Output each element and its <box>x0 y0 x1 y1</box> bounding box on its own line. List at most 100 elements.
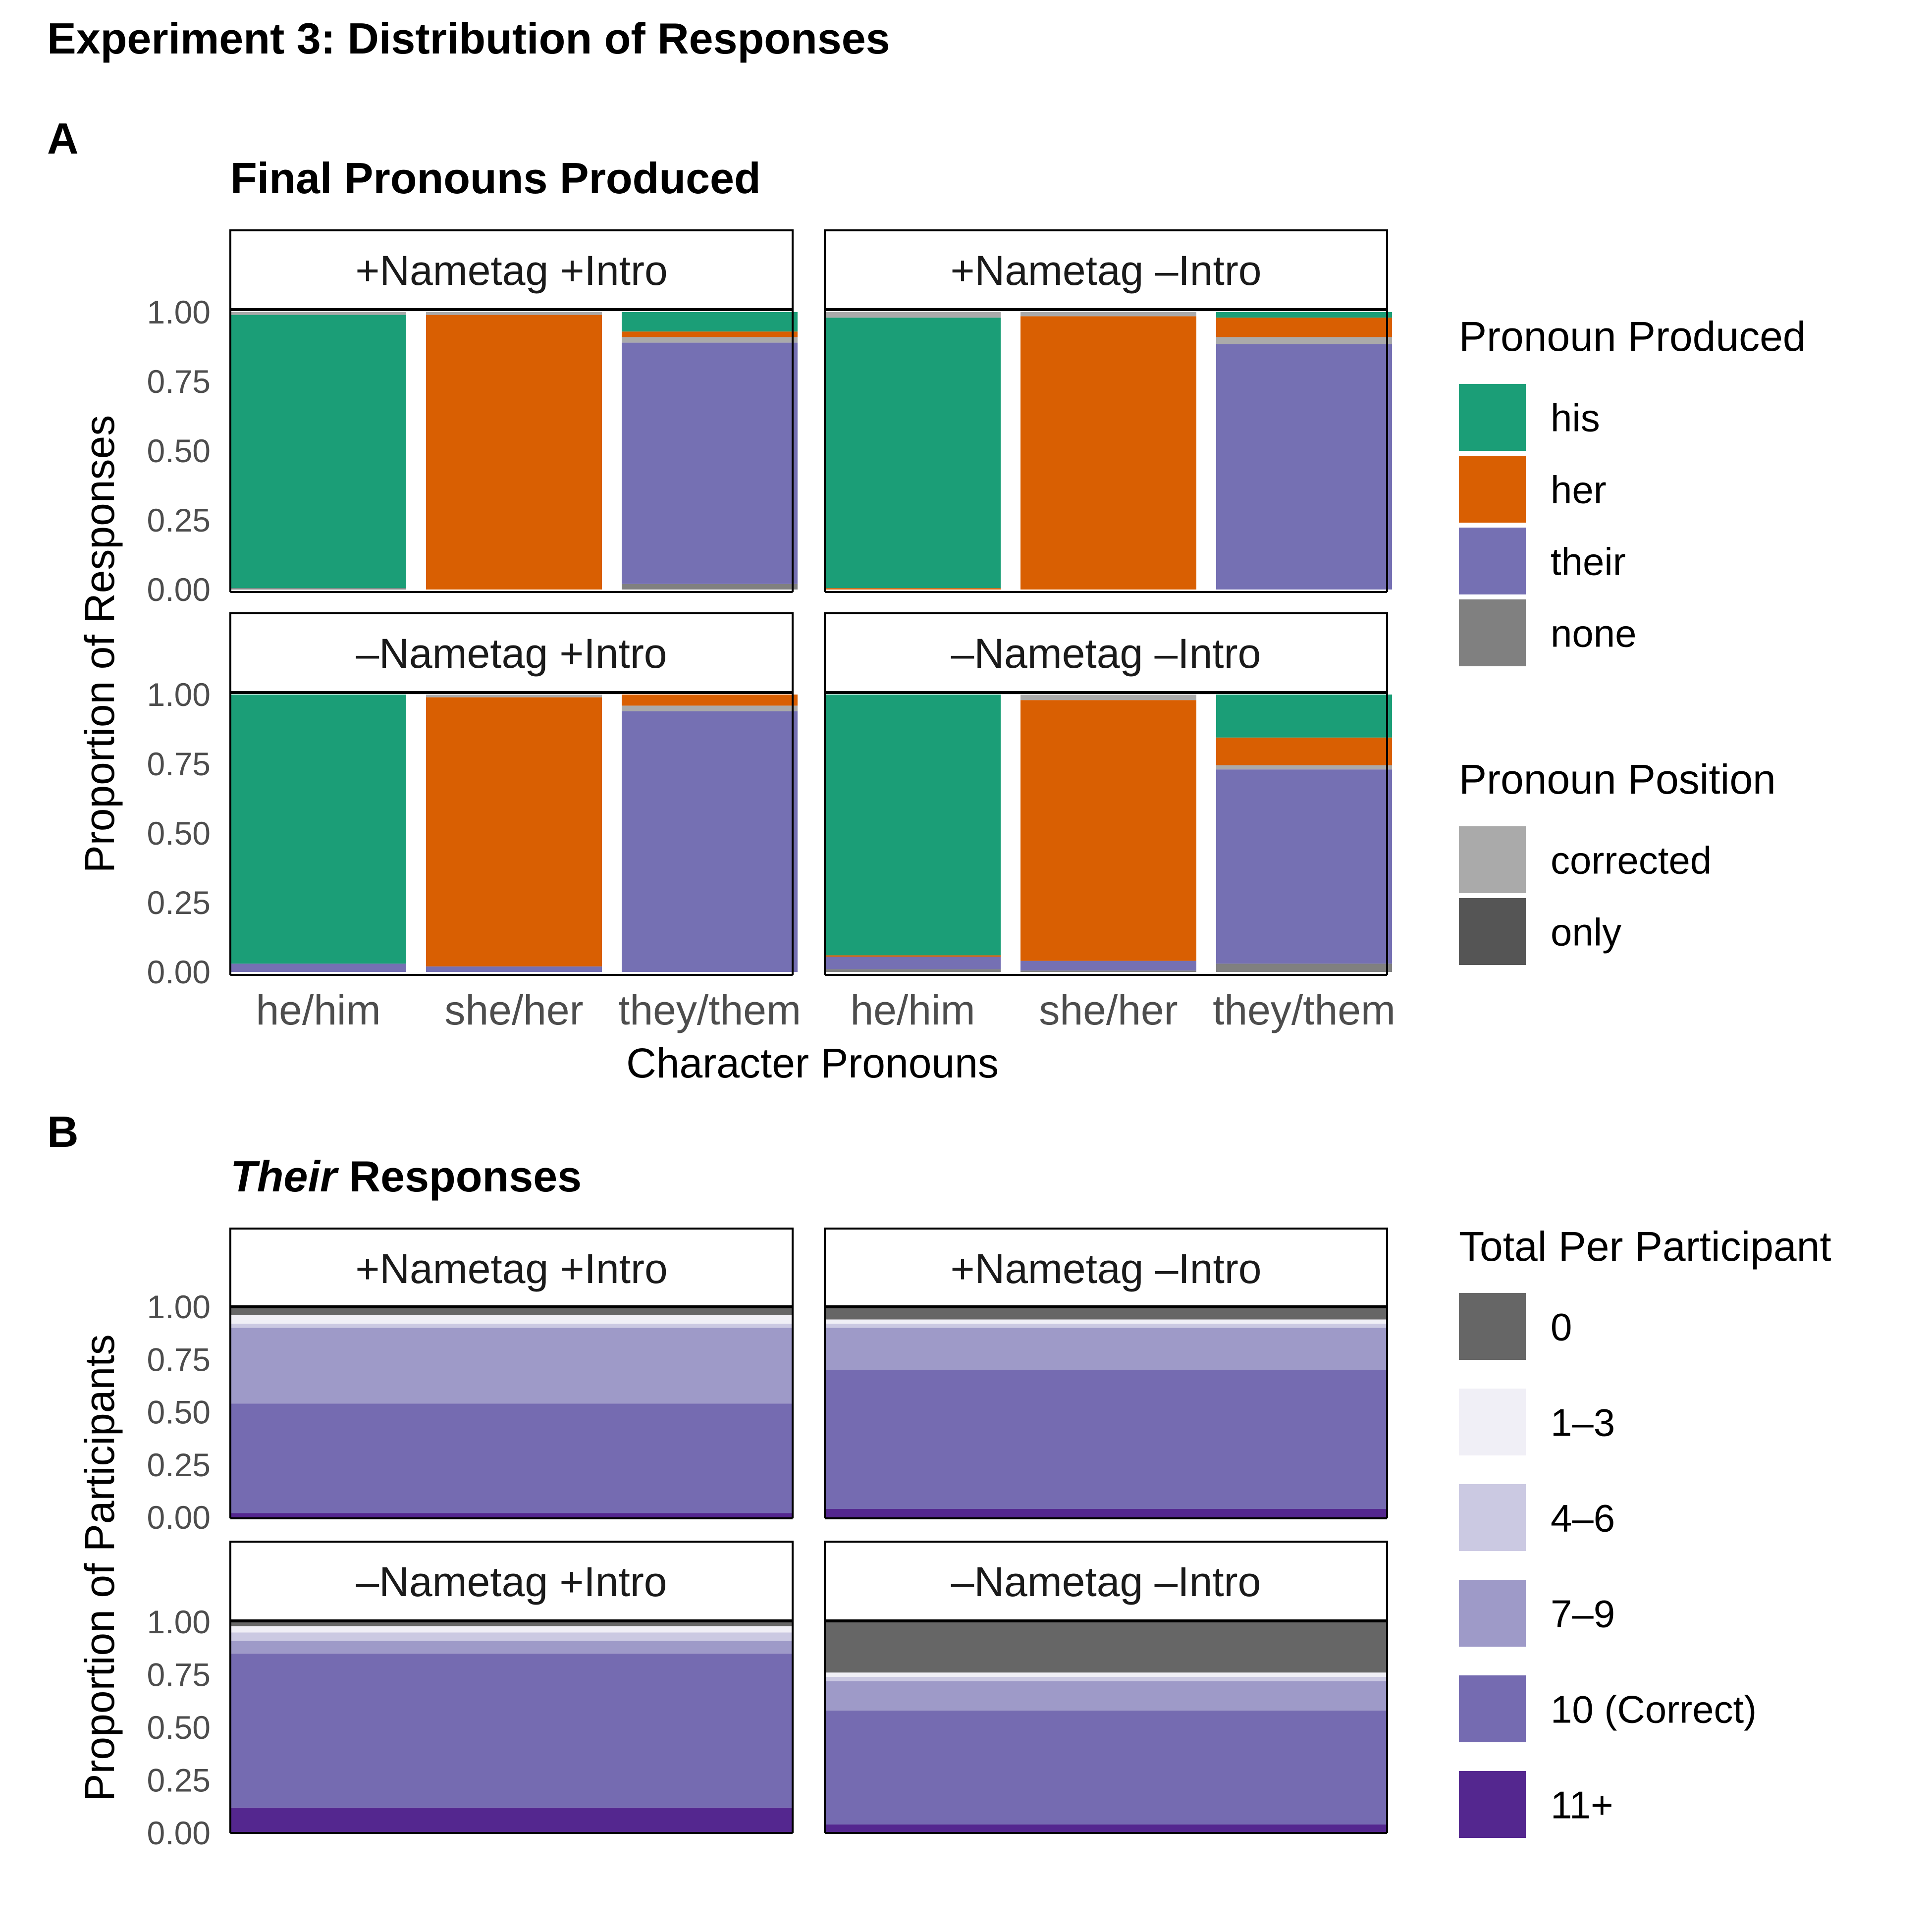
legend-pronoun-produced-title: Pronoun Produced <box>1459 313 1806 360</box>
legend-swatch-0 <box>1459 1293 1526 1360</box>
bar-segment-she-her-their-only <box>426 966 602 972</box>
bar-segment-they-them-his-only <box>622 312 798 332</box>
panel-b-facet-nametag-intro: +Nametag –Intro <box>824 1228 1388 1519</box>
y-tick-label: 0.50 <box>147 432 211 469</box>
bar-segment-11 <box>825 1509 1387 1517</box>
bar-segment-he-him-his-only <box>230 315 406 589</box>
bar-segment-they-them-none-only <box>1216 964 1392 972</box>
figure-title: Experiment 3: Distribution of Responses <box>47 14 890 63</box>
y-tick-label: 0.50 <box>147 1394 211 1431</box>
panel-a-facet-nametag-intro: –Nametag +Intro 0.00 0.25 0.50 0.75 1.00 he/hi… <box>147 612 801 1033</box>
bar-segment-he-him-his-only <box>230 695 406 964</box>
facet-strip <box>824 1228 1388 1308</box>
bar-segment-1-3 <box>230 1315 793 1324</box>
bar-segment-1-3 <box>825 1672 1387 1677</box>
bar-segment-1-3 <box>825 1319 1387 1324</box>
bar-segment-she-her-her-only <box>426 697 602 966</box>
bar-segment-they-them-his-only <box>1216 695 1392 738</box>
legend-label-their: their <box>1551 540 1626 584</box>
bar-segment-they-them-her-only <box>1216 737 1392 765</box>
y-tick-label: 0.25 <box>147 1762 211 1799</box>
legend-label-her: her <box>1551 468 1607 512</box>
legend-swatch-1-3 <box>1459 1389 1526 1455</box>
legend-swatch-corrected <box>1459 826 1526 893</box>
legend-label-1-3: 1–3 <box>1551 1401 1615 1445</box>
y-tick-label: 0.00 <box>147 1815 211 1851</box>
y-tick-label: 1.00 <box>147 1604 211 1640</box>
bar-segment-0 <box>825 1622 1387 1673</box>
bar-segment-1-3 <box>230 1626 793 1633</box>
facet-strip <box>229 229 794 311</box>
bar-segment-they-them-their-only <box>1216 769 1392 964</box>
bar-segment-she-her-her-corrected <box>1020 312 1196 317</box>
y-tick-label: 0.00 <box>147 571 211 608</box>
x-tick-label-he-him: he/him <box>256 987 380 1033</box>
bar-segment-they-them-their-corrected <box>1216 765 1392 770</box>
y-tick-label: 1.00 <box>147 676 211 713</box>
legend-swatch-his <box>1459 384 1526 451</box>
bar-segment-11 <box>230 1513 793 1517</box>
bar-segment-she-her-her-only <box>1020 316 1196 590</box>
panel-b-y-axis-title: Proportion of Participants <box>76 1334 123 1801</box>
bar-segment-0 <box>230 1622 793 1626</box>
bar-segment-7-9 <box>230 1641 793 1654</box>
bar-segment-he-him-their-only <box>825 957 1001 969</box>
bar-segment-4-6 <box>825 1676 1387 1681</box>
legend-swatch-11 <box>1459 1771 1526 1838</box>
bar-segment-they-them-their-only <box>1216 344 1392 590</box>
bar-segment-he-him-none-only <box>230 588 406 590</box>
bar-segment-7-9 <box>825 1681 1387 1711</box>
facet-strip-label: –Nametag +Intro <box>356 1558 667 1605</box>
bar-segment-4-6 <box>230 1632 793 1641</box>
x-tick-label-they-them: they/them <box>618 987 801 1033</box>
bar-segment-0 <box>825 1307 1387 1320</box>
facet-strip-label: +Nametag –Intro <box>950 247 1261 294</box>
bar-segment-7-9 <box>825 1328 1387 1370</box>
y-tick-label: 0.25 <box>147 1447 211 1483</box>
legend-total-per-participant: Total Per Participant 0 1–3 4–6 7–9 10 (Corre… <box>1459 1223 1831 1838</box>
facet-strip <box>229 612 794 694</box>
bar-segment-he-him-his-corrected <box>230 312 406 315</box>
facet-strip-label: +Nametag –Intro <box>950 1245 1261 1292</box>
legend-label-only: only <box>1551 911 1621 954</box>
facet-strip-label: +Nametag +Intro <box>355 1245 667 1292</box>
bar-segment-4-6 <box>230 1324 793 1328</box>
panel-a-facet-nametag-intro: –Nametag –Intro he/him she/her they/them <box>824 612 1395 1033</box>
bar-segment-0 <box>230 1307 793 1315</box>
y-tick-label: 0.75 <box>147 746 211 782</box>
bar-segment-11 <box>825 1824 1387 1833</box>
facet-strip-label: +Nametag +Intro <box>355 247 667 294</box>
panel-b-facet-nametag-intro: –Nametag +Intro 0.00 0.25 0.50 0.75 1.00 <box>147 1541 794 1851</box>
facet-strip <box>229 1228 794 1308</box>
bar-segment-she-her-her-corrected <box>1020 695 1196 700</box>
bar-segment-they-them-their-only <box>622 342 798 584</box>
panel-a-chart: +Nametag +Intro 0.00 0.25 0.50 0.75 1.00 +Name… <box>76 229 1395 1086</box>
facet-strip-label: –Nametag +Intro <box>356 630 667 677</box>
bar-segment-she-her-her-corrected <box>426 312 602 315</box>
legend-label-his: his <box>1551 396 1600 440</box>
y-tick-label: 0.75 <box>147 1341 211 1378</box>
legend-total-per-participant-title: Total Per Participant <box>1459 1223 1831 1270</box>
bar-segment-they-them-her-only <box>1216 318 1392 337</box>
panel-b-title-italic: Their <box>230 1152 339 1201</box>
legend-swatch-10-correct <box>1459 1675 1526 1742</box>
bar-segment-she-her-none-only <box>1020 970 1196 972</box>
legend-swatch-none <box>1459 599 1526 666</box>
legend-label-corrected: corrected <box>1551 839 1712 882</box>
legend-label-7-9: 7–9 <box>1551 1592 1615 1636</box>
y-tick-label: 0.25 <box>147 884 211 921</box>
bar-segment-she-her-their-only <box>1020 961 1196 971</box>
panel-a-y-axis-title: Proportion of Responses <box>76 415 123 873</box>
bar-segment-they-them-their-corrected <box>622 705 798 711</box>
y-tick-label: 0.50 <box>147 1709 211 1746</box>
bar-segment-they-them-their-corrected <box>1216 337 1392 344</box>
legend-label-11: 11+ <box>1551 1783 1613 1827</box>
facet-strip-label: –Nametag –Intro <box>951 1558 1261 1605</box>
panel-b-chart: +Nametag +Intro 0.00 0.25 0.50 0.75 1.00 +Name… <box>76 1228 1388 1851</box>
bar-segment-he-him-their-only <box>230 964 406 972</box>
panel-b-facet-nametag-intro: –Nametag –Intro <box>824 1541 1388 1834</box>
bar-segment-10-correct <box>230 1653 793 1808</box>
panel-a-facet-nametag-intro: +Nametag –Intro <box>824 229 1392 593</box>
y-tick-label: 1.00 <box>147 294 211 330</box>
